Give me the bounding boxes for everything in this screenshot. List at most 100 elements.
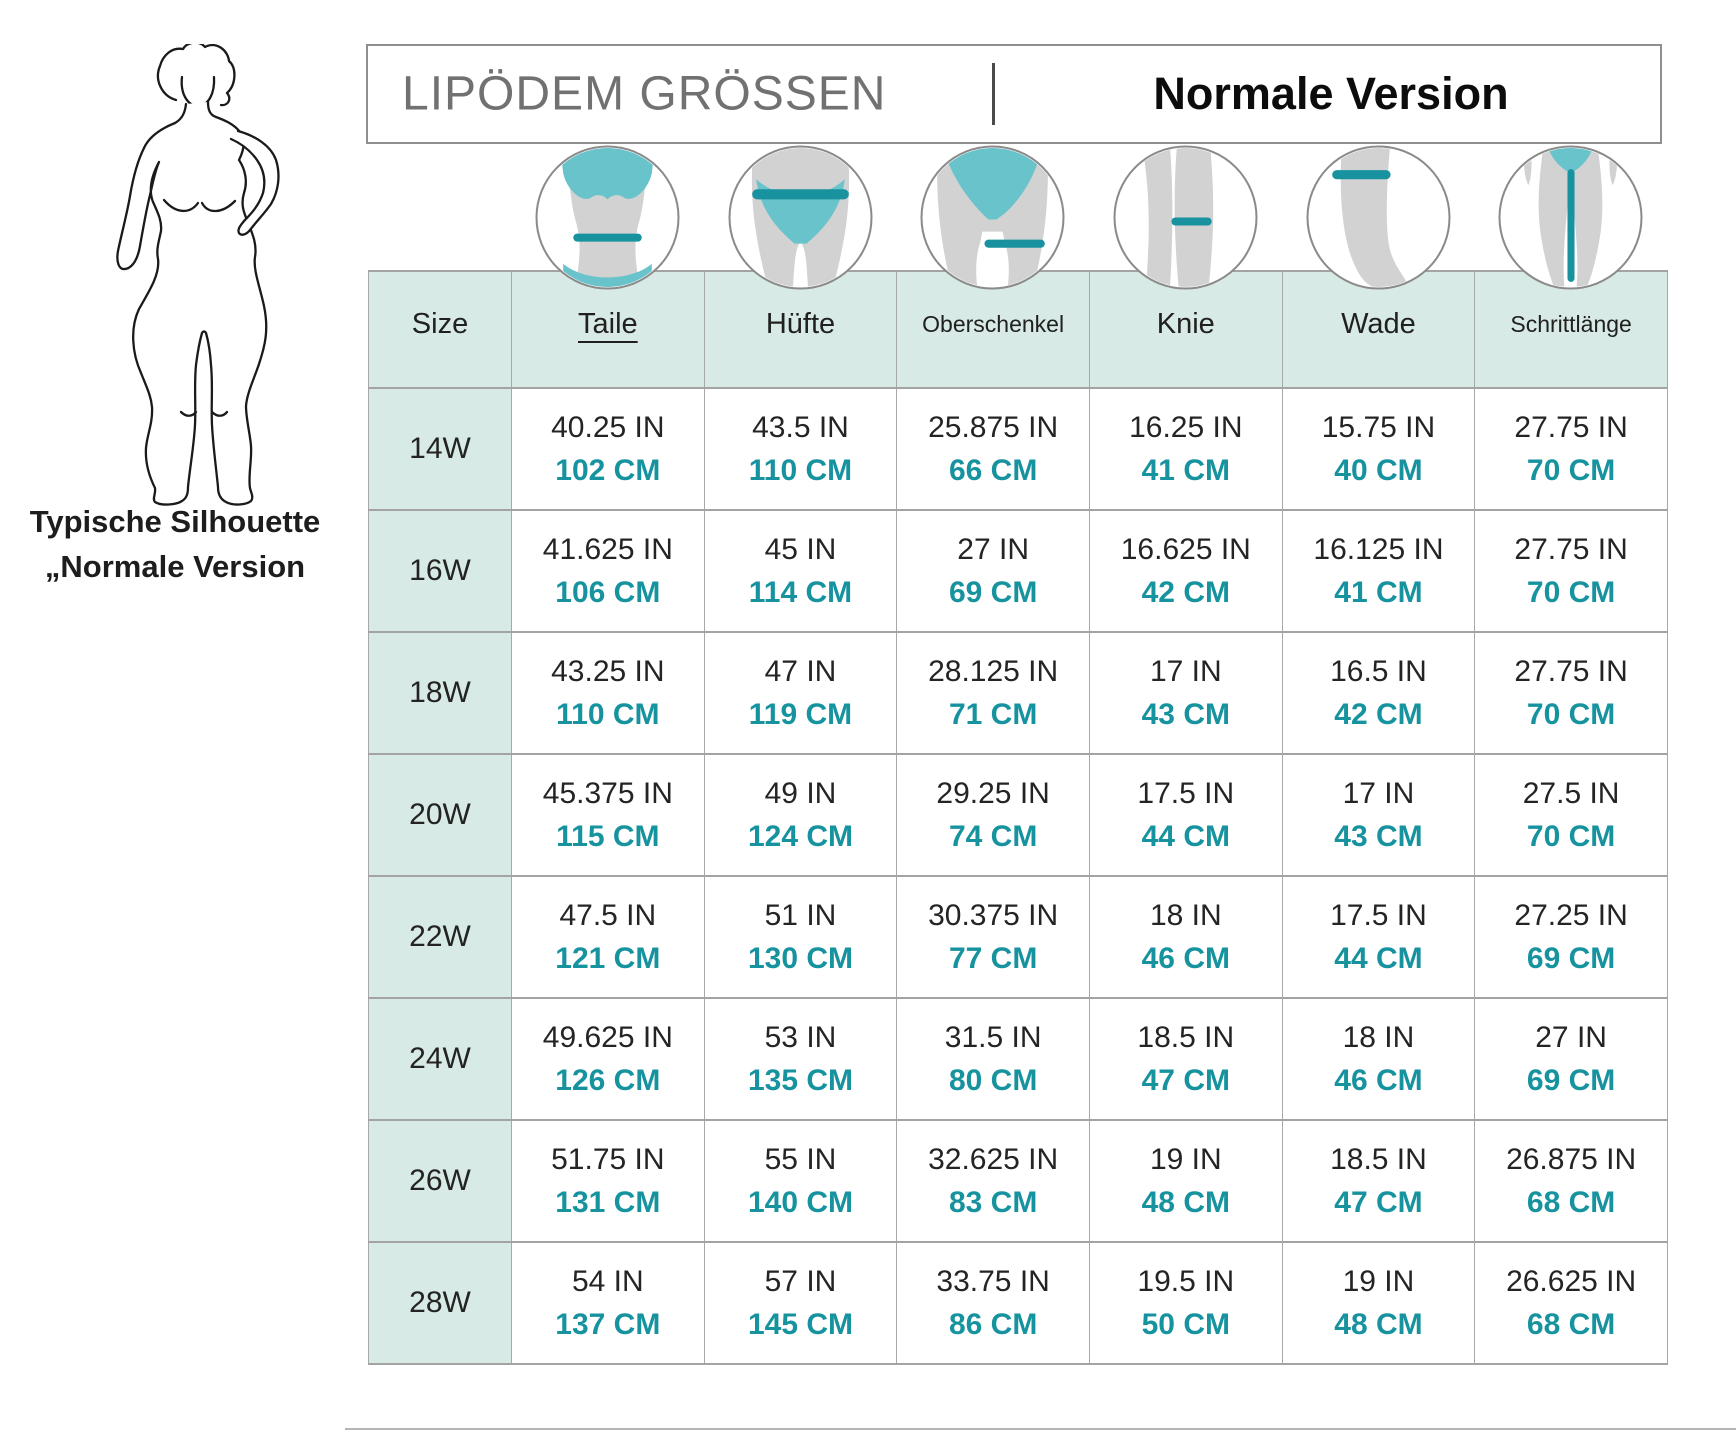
inch-value: 27.75 IN: [1514, 532, 1628, 566]
measurement-cell: 16.625 IN 42 CM: [1088, 509, 1283, 633]
inch-value: 54 IN: [571, 1264, 644, 1298]
measurement-cell: 45.375 IN 115 CM: [511, 753, 705, 877]
measurement-cell: 19 IN 48 CM: [1281, 1241, 1476, 1365]
measurement-cell: 41.625 IN 106 CM: [511, 509, 705, 633]
measurement-cell: 16.125 IN 41 CM: [1281, 509, 1476, 633]
hip-icon: [728, 145, 873, 290]
cm-value: 145 CM: [747, 1307, 853, 1341]
column-header-size: Size: [368, 270, 512, 389]
table-row: 18W 43.25 IN 110 CM 47 IN 119 CM 28.125 IN 71 …: [368, 631, 1668, 755]
cm-value: 47 CM: [1334, 1185, 1423, 1219]
cm-value: 42 CM: [1141, 575, 1230, 609]
measurement-cell: 43.5 IN 110 CM: [703, 387, 898, 511]
cm-value: 43 CM: [1141, 697, 1230, 731]
caption-line-1: Typische Silhouette: [29, 504, 321, 539]
cm-value: 69 CM: [1526, 941, 1616, 975]
inch-value: 17 IN: [1149, 654, 1222, 688]
cm-value: 47 CM: [1141, 1063, 1230, 1097]
inch-value: 27 IN: [1535, 1020, 1607, 1054]
inch-value: 31.5 IN: [944, 1020, 1042, 1054]
size-cell: 20W: [368, 753, 512, 877]
title-bar: LIPÖDEM GRÖSSEN Normale Version: [366, 44, 1662, 144]
cm-value: 86 CM: [948, 1307, 1038, 1341]
cm-value: 42 CM: [1334, 697, 1423, 731]
measurement-cell: 17 IN 43 CM: [1088, 631, 1283, 755]
column-header-inseam: Schrittlänge: [1474, 270, 1668, 389]
measurement-cell: 19 IN 48 CM: [1088, 1119, 1283, 1243]
body-outline: [116, 100, 268, 506]
measurement-cell: 18.5 IN 47 CM: [1281, 1119, 1476, 1243]
measurement-cell: 27.75 IN 70 CM: [1474, 631, 1668, 755]
inch-value: 28.125 IN: [928, 654, 1059, 688]
cm-value: 110 CM: [748, 453, 853, 487]
cm-value: 69 CM: [1526, 1063, 1616, 1097]
knee-lines: [179, 410, 229, 417]
inch-value: 19 IN: [1149, 1142, 1222, 1176]
cm-value: 70 CM: [1526, 819, 1616, 853]
inch-value: 16.25 IN: [1129, 410, 1243, 444]
measurement-cell: 15.75 IN 40 CM: [1281, 387, 1476, 511]
measurement-cell: 25.875 IN 66 CM: [896, 387, 1090, 511]
measurement-cell: 43.25 IN 110 CM: [511, 631, 705, 755]
inch-value: 40.25 IN: [551, 410, 665, 444]
inch-value: 43.5 IN: [752, 410, 849, 444]
cm-value: 115 CM: [556, 819, 660, 853]
measurement-cell: 49.625 IN 126 CM: [511, 997, 705, 1121]
size-cell: 24W: [368, 997, 512, 1121]
inch-value: 18.5 IN: [1137, 1020, 1235, 1054]
breast-lines: [162, 198, 237, 213]
table-row: 20W 45.375 IN 115 CM 49 IN 124 CM 29.25 IN 74 …: [368, 753, 1668, 877]
measurement-cell: 27.5 IN 70 CM: [1474, 753, 1668, 877]
cm-value: 131 CM: [555, 1185, 661, 1219]
size-cell: 14W: [368, 387, 512, 511]
inch-value: 41.625 IN: [542, 532, 673, 566]
inch-value: 53 IN: [764, 1020, 837, 1054]
cm-value: 119 CM: [748, 697, 853, 731]
measurement-cell: 18 IN 46 CM: [1088, 875, 1283, 999]
cm-value: 114 CM: [748, 575, 853, 609]
measurement-cell: 27 IN 69 CM: [1474, 997, 1668, 1121]
size-cell: 28W: [368, 1241, 512, 1365]
measurement-cell: 29.25 IN 74 CM: [896, 753, 1090, 877]
cm-value: 135 CM: [747, 1063, 853, 1097]
measurement-cell: 17 IN 43 CM: [1281, 753, 1476, 877]
measurement-cell: 18 IN 46 CM: [1281, 997, 1476, 1121]
cm-value: 137 CM: [555, 1307, 661, 1341]
inch-value: 57 IN: [764, 1264, 837, 1298]
inch-value: 29.25 IN: [936, 776, 1050, 810]
table-row: 24W 49.625 IN 126 CM 53 IN 135 CM 31.5 IN 80 C…: [368, 997, 1668, 1121]
measurement-cell: 26.625 IN 68 CM: [1474, 1241, 1668, 1365]
inch-value: 19 IN: [1342, 1264, 1415, 1298]
measurement-cell: 17.5 IN 44 CM: [1281, 875, 1476, 999]
body-silhouette-illustration: [116, 44, 280, 506]
size-cell: 22W: [368, 875, 512, 999]
cm-value: 130 CM: [747, 941, 853, 975]
cm-value: 126 CM: [555, 1063, 661, 1097]
inch-value: 27.25 IN: [1514, 898, 1628, 932]
version-label: Normale Version: [1153, 68, 1509, 119]
inch-value: 51.75 IN: [551, 1142, 665, 1176]
knee-icon: [1113, 145, 1258, 290]
cm-value: 48 CM: [1141, 1185, 1230, 1219]
table-row: 28W 54 IN 137 CM 57 IN 145 CM 33.75 IN 86 CM 19…: [368, 1241, 1668, 1365]
inch-value: 16.5 IN: [1330, 654, 1427, 688]
cm-value: 66 CM: [948, 453, 1038, 487]
table-row: 22W 47.5 IN 121 CM 51 IN 130 CM 30.375 IN 77 C…: [368, 875, 1668, 999]
cm-value: 68 CM: [1526, 1307, 1616, 1341]
cm-value: 77 CM: [948, 941, 1038, 975]
measurement-cell: 17.5 IN 44 CM: [1088, 753, 1283, 877]
cm-value: 48 CM: [1334, 1307, 1423, 1341]
cm-value: 44 CM: [1334, 941, 1423, 975]
inch-value: 45 IN: [764, 532, 837, 566]
cm-value: 46 CM: [1334, 1063, 1423, 1097]
cm-value: 70 CM: [1526, 575, 1616, 609]
inch-value: 17.5 IN: [1137, 776, 1235, 810]
measurement-cell: 40.25 IN 102 CM: [511, 387, 705, 511]
table-header-row: Size Taile Hüfte Oberschenkel Knie Wade Schri…: [368, 270, 1668, 389]
bottom-rule: [345, 1428, 1736, 1430]
inch-value: 27.75 IN: [1514, 410, 1628, 444]
measurement-cell: 30.375 IN 77 CM: [896, 875, 1090, 999]
inch-value: 27.75 IN: [1514, 654, 1628, 688]
measurement-cell: 31.5 IN 80 CM: [896, 997, 1090, 1121]
